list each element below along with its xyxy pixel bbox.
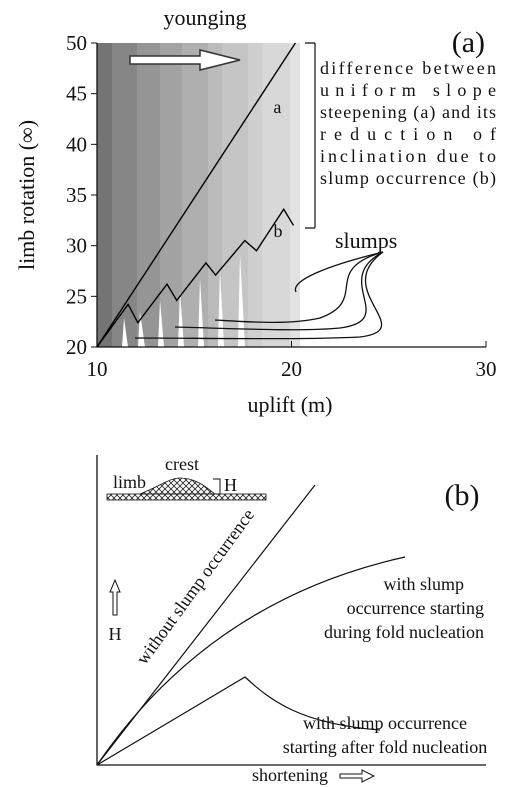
y-tick-label: 20 [66,335,87,359]
curve-label: with slump [383,574,464,594]
series-label: b [273,221,282,241]
curve-after [96,676,381,766]
slump-lines [134,251,384,340]
bracket [305,42,316,229]
shortening-arrow [339,769,376,783]
note-line: difference between [320,58,496,78]
note-line: steepening (a) and its [320,102,496,123]
y-tick-label: 30 [66,234,87,258]
series-line [96,207,295,348]
curve-without [96,484,316,766]
inset-base [106,493,267,501]
inset-height: H [224,475,237,495]
inset-crest [139,477,217,495]
inset-crest-label: crest [165,454,199,474]
panel-b: limb crest H (b) H shortening without sl… [96,454,487,785]
curve-label: starting after fold nucleation [283,737,487,757]
y-tick-label: 40 [66,132,87,156]
y-tick-label: 45 [66,82,87,106]
curve-during [96,556,406,766]
x-axis-label: uplift (m) [248,392,333,417]
arrow-label: younging [163,5,246,30]
x-tick-label: 10 [87,357,108,381]
x-axis-label-b: shortening [252,765,328,785]
curve-label: without slump occurrence [132,505,258,668]
curve-labels: without slump occurrence with slump occurr… [132,505,487,757]
h-arrow [109,578,121,616]
y-tick-label: 35 [66,183,87,207]
note-line: slump occurrence (b) [320,168,496,189]
series-label: a [273,97,281,117]
slumps-label: slumps [335,228,397,253]
curve-label: during fold nucleation [324,622,484,642]
y-tick-label: 25 [66,284,87,308]
inset-limb: limb [113,472,146,492]
note-line: reduction of [320,124,496,144]
y-axis-label: limb rotation (∞) [14,120,39,270]
panel-label: (a) [452,26,485,59]
series-line [96,42,296,348]
younging-arrow [129,49,241,71]
y-tick-label: 50 [66,31,87,55]
note-line: uniform slope [320,80,496,100]
curve-label: with slump occurrence [303,713,467,733]
x-tick-label: 30 [476,357,497,381]
inset-h-bracket [213,478,221,495]
x-tick-label: 20 [281,357,302,381]
y-axis-label-b: H [109,624,122,644]
panel-label-b: (b) [445,479,480,512]
note-line: inclination due to [320,146,496,166]
curve-label: occurrence starting [347,598,484,618]
